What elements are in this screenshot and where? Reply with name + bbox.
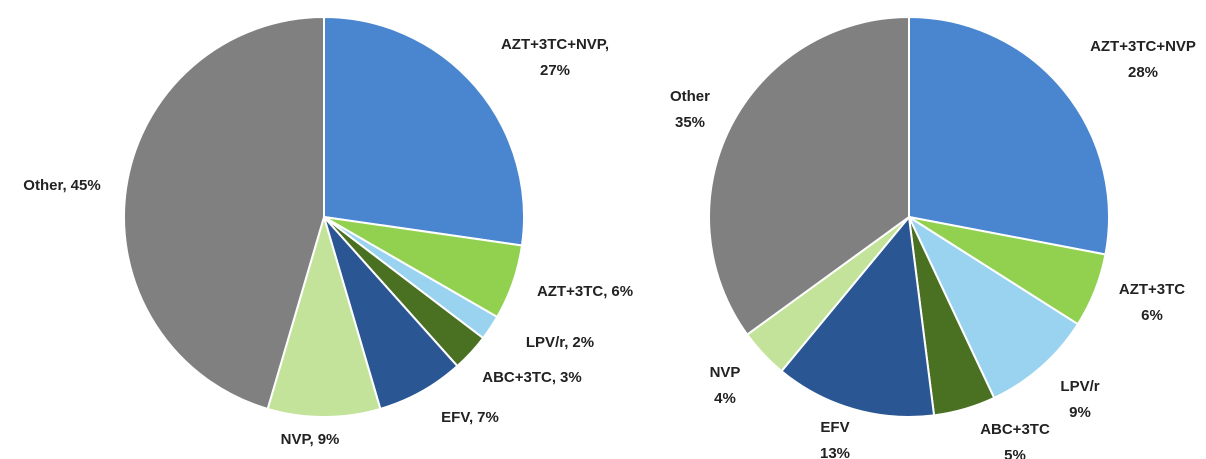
data-label: NVP 4% <box>710 364 741 407</box>
data-label: Other, 45% <box>23 177 100 194</box>
label-category: AZT+3TC, <box>537 283 607 300</box>
data-label: AZT+3TC+NVP 28% <box>1090 38 1196 81</box>
label-value: 9% <box>318 431 340 448</box>
label-category: NVP <box>710 364 741 381</box>
pie-slice <box>123 15 325 411</box>
pie-slice <box>323 15 525 247</box>
label-category: NVP, <box>281 431 314 448</box>
data-label: LPV/r 9% <box>1060 378 1099 421</box>
label-value: 45% <box>71 177 101 194</box>
data-label: EFV, 7% <box>441 409 499 426</box>
label-category: ABC+3TC <box>980 421 1050 438</box>
label-category: Other, <box>23 177 66 194</box>
data-label: ABC+3TC 5% <box>980 421 1050 459</box>
label-category: LPV/r <box>1060 378 1099 395</box>
pie-slice <box>908 15 1110 256</box>
label-category: Other <box>670 88 710 105</box>
data-label: NVP, 9% <box>281 431 340 448</box>
data-label: ABC+3TC, 3% <box>482 369 581 386</box>
label-value: 6% <box>1141 307 1163 324</box>
label-category: AZT+3TC <box>1119 281 1185 298</box>
label-category: ABC+3TC, <box>482 369 556 386</box>
label-value: 9% <box>1069 404 1091 421</box>
data-label: Other 35% <box>670 88 710 131</box>
data-label: EFV 13% <box>820 419 850 459</box>
pie-slice <box>906 214 1080 400</box>
label-value: 7% <box>477 409 499 426</box>
label-value: 28% <box>1128 64 1158 81</box>
label-value: 13% <box>820 445 850 459</box>
label-category: EFV <box>820 419 849 436</box>
data-label: AZT+3TC+NVP, 27% <box>501 36 609 79</box>
data-label: AZT+3TC, 6% <box>537 283 633 300</box>
pie <box>708 15 1110 418</box>
label-value: 35% <box>675 114 705 131</box>
label-value: 2% <box>572 334 594 351</box>
label-value: 3% <box>560 369 582 386</box>
label-category: LPV/r, <box>526 334 569 351</box>
label-value: 4% <box>714 390 736 407</box>
pie <box>123 15 525 418</box>
label-category: AZT+3TC+NVP <box>1090 38 1196 55</box>
pie-slice <box>708 15 910 336</box>
data-label: AZT+3TC 6% <box>1119 281 1185 324</box>
label-category: AZT+3TC+NVP, <box>501 36 609 53</box>
data-label: LPV/r, 2% <box>526 334 594 351</box>
pie-slice <box>780 214 936 418</box>
label-value: 27% <box>540 62 570 79</box>
label-value: 5% <box>1004 447 1026 459</box>
label-category: EFV, <box>441 409 473 426</box>
label-value: 6% <box>611 283 633 300</box>
pie-slice <box>266 213 382 418</box>
